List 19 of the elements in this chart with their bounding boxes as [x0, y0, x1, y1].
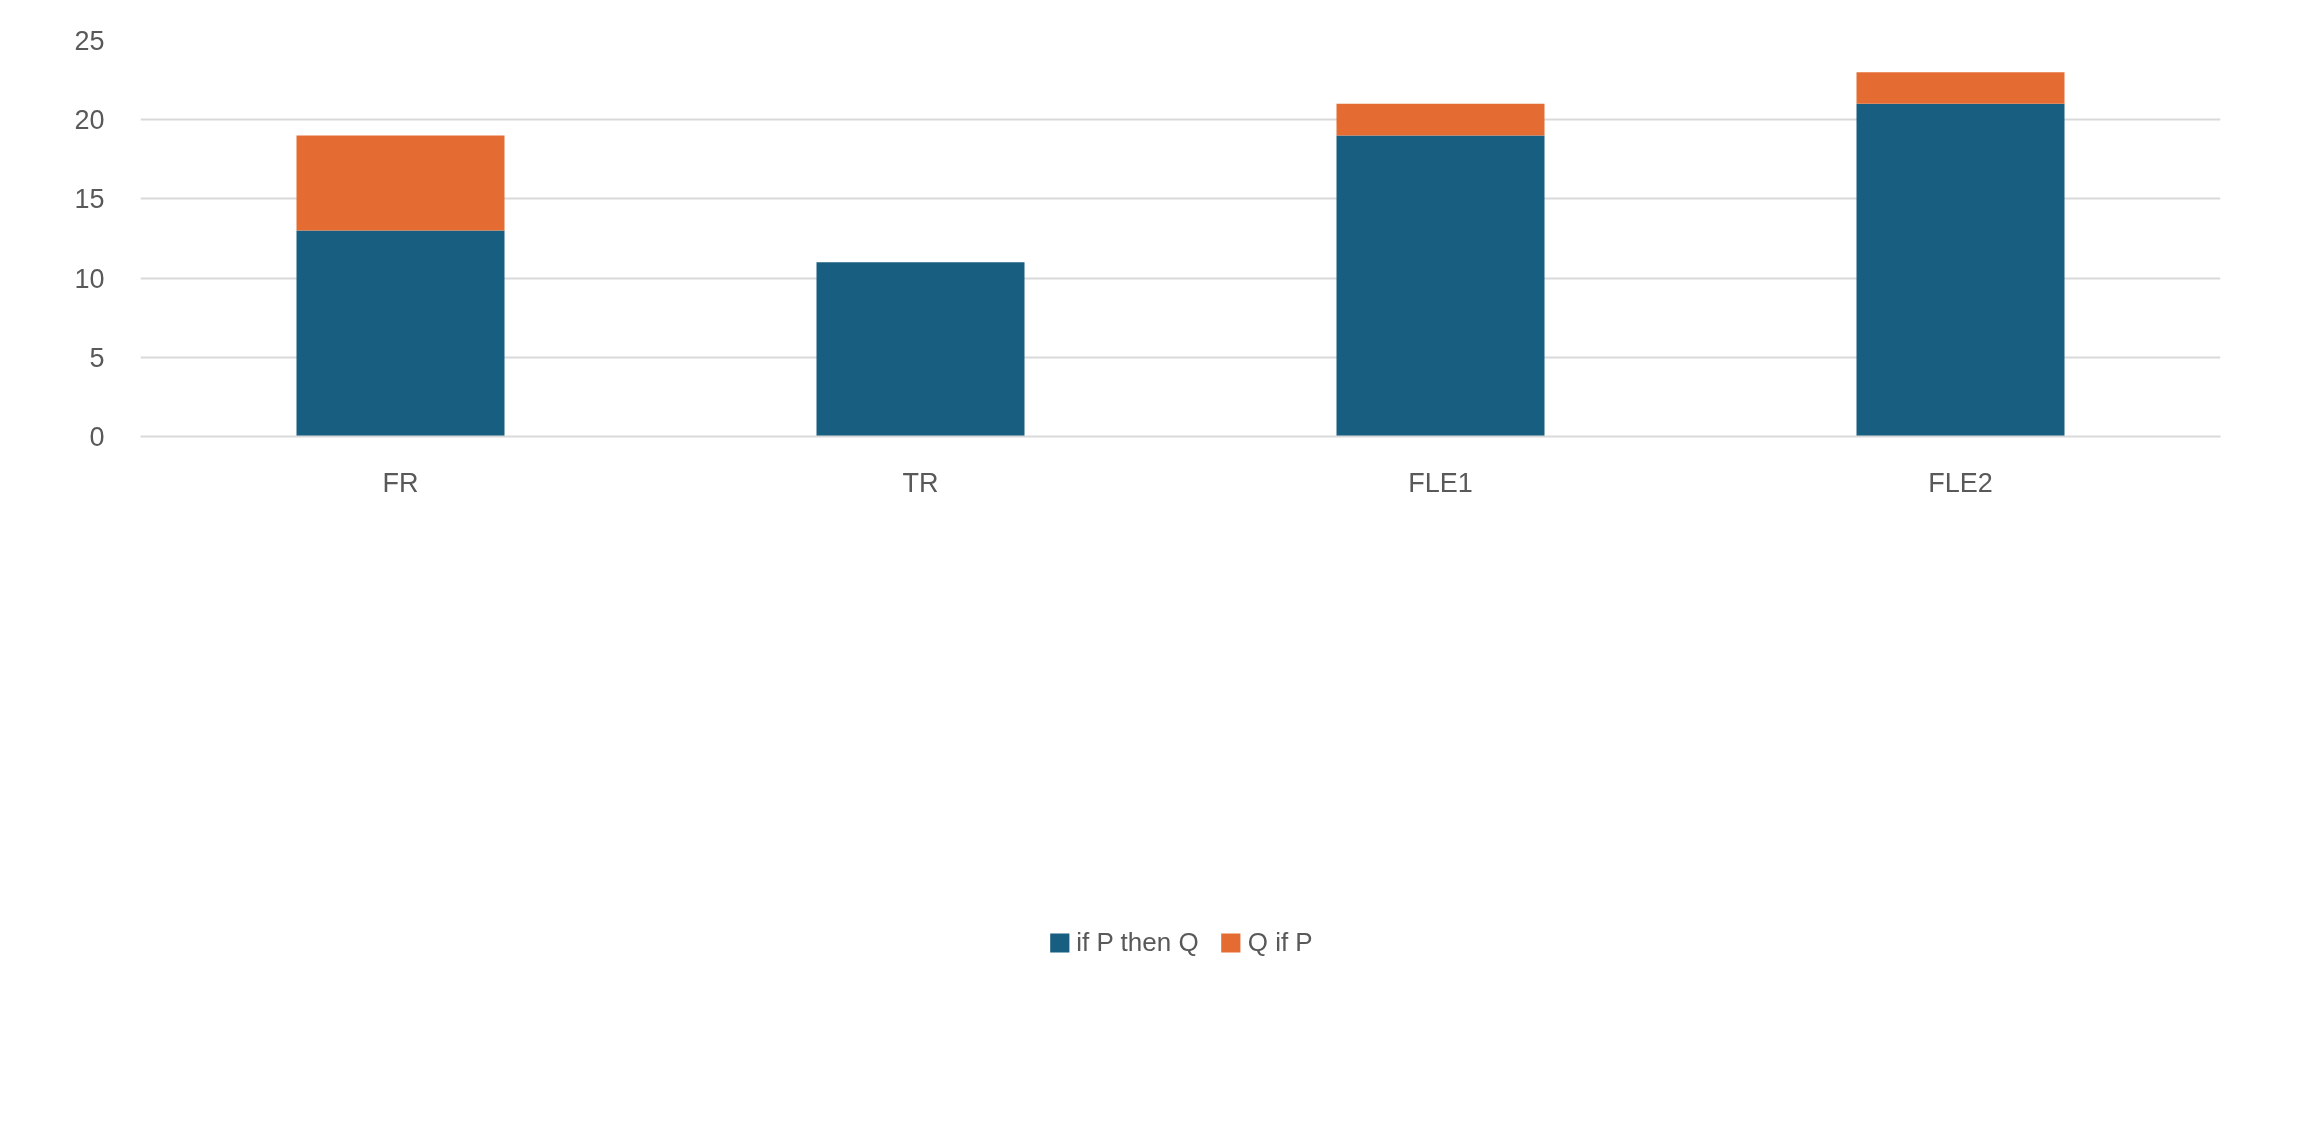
x-tick-label: TR	[902, 467, 939, 498]
bar	[1856, 72, 2065, 104]
bar	[816, 262, 1025, 437]
y-tick-label: 0	[89, 422, 105, 452]
x-tick-label: FLE2	[1928, 467, 1993, 498]
y-tick-label: 15	[74, 184, 105, 215]
bar	[1336, 135, 1545, 437]
y-tick-label: 10	[74, 263, 105, 294]
x-tick-label: FLE1	[1408, 467, 1473, 498]
y-tick-label: 5	[89, 342, 105, 373]
bar	[296, 135, 505, 231]
bar	[296, 230, 505, 437]
y-tick-label: 20	[74, 105, 105, 136]
y-tick-label: 25	[74, 26, 105, 56]
legend-label: Q if P	[1247, 926, 1313, 958]
bar	[1336, 103, 1545, 136]
bar	[1856, 103, 2065, 437]
legend-label: if P then Q	[1076, 926, 1199, 958]
x-tick-label: FR	[382, 467, 419, 498]
